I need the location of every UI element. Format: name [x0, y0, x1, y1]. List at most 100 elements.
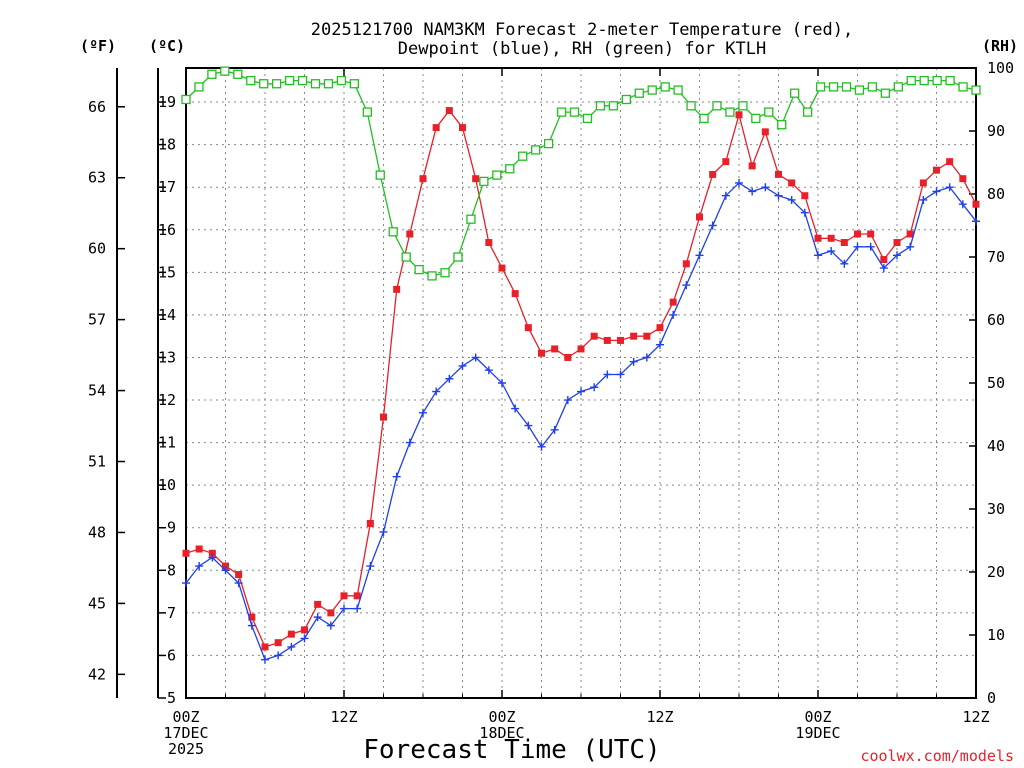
relative-humidity-point — [854, 85, 865, 95]
rh-tick-label: 50 — [987, 374, 1005, 392]
relative-humidity-point — [595, 101, 606, 111]
relative-humidity-point — [634, 88, 644, 98]
temperature-point — [880, 256, 888, 264]
fahrenheit-tick-label: 57 — [88, 311, 106, 329]
dewpoint-point — [603, 370, 612, 379]
rh-tick-label: 30 — [987, 500, 1005, 518]
fahrenheit-tick-label: 42 — [88, 665, 106, 683]
relative-humidity-point — [375, 170, 385, 180]
x-tick-label: 00Z — [172, 708, 199, 726]
relative-humidity-point — [284, 75, 295, 86]
relative-humidity-point — [569, 107, 580, 117]
temperature-point — [314, 600, 322, 608]
temperature-point — [538, 349, 545, 357]
temperature-point — [590, 332, 598, 340]
temperature-point — [445, 107, 453, 115]
temperature-point — [459, 124, 466, 132]
dewpoint-point — [498, 379, 506, 387]
relative-humidity-point — [181, 94, 191, 105]
temperature-point — [485, 239, 493, 247]
dewpoint-point — [708, 221, 717, 230]
relative-humidity-point — [971, 85, 981, 95]
dewpoint-point — [195, 562, 204, 571]
temperature-point — [551, 345, 559, 353]
celsius-tick-label: 13 — [158, 348, 176, 366]
dewpoint-point — [287, 642, 296, 651]
series-layer — [181, 66, 981, 664]
x-tick-label: 00Z — [804, 708, 831, 726]
dewpoint-point — [405, 438, 414, 447]
temperature-point — [630, 332, 638, 340]
temperature-point — [195, 545, 203, 553]
temperature-point — [222, 562, 229, 570]
dewpoint-point — [300, 634, 309, 643]
dewpoint-point — [827, 247, 836, 256]
dewpoint-point — [735, 178, 743, 187]
temperature-point — [906, 230, 914, 238]
celsius-tick-label: 8 — [167, 561, 176, 579]
x-tick-label: 19DEC — [795, 724, 840, 742]
dewpoint-point — [721, 191, 730, 200]
fahrenheit-tick-label: 60 — [88, 240, 106, 258]
relative-humidity-point — [479, 176, 489, 187]
dewpoint-point — [866, 242, 875, 251]
temperature-point — [682, 260, 690, 268]
relative-humidity-point — [608, 101, 619, 111]
celsius-tick-label: 7 — [167, 604, 176, 622]
dewpoint-point — [563, 396, 572, 405]
relative-humidity-point — [958, 82, 968, 92]
dewpoint-point — [392, 472, 401, 481]
temperature-point — [814, 234, 822, 242]
relative-humidity-point — [414, 264, 424, 275]
temperature-point — [353, 592, 361, 600]
dewpoint-point — [761, 183, 770, 192]
dewpoint-point — [616, 370, 625, 379]
temperature-point — [564, 353, 572, 361]
rh-tick-label: 20 — [987, 563, 1005, 581]
relative-humidity-point — [207, 69, 217, 79]
temperature-point — [972, 200, 980, 208]
rh-tick-label: 90 — [987, 122, 1005, 140]
fahrenheit-tick-label: 45 — [88, 594, 106, 612]
relative-humidity-point — [777, 120, 787, 130]
dewpoint-point — [958, 200, 967, 209]
temperature-point — [208, 549, 216, 557]
temperature-point — [669, 298, 677, 306]
relative-humidity-point — [220, 66, 230, 76]
relative-humidity-point — [919, 75, 929, 86]
relative-humidity-point — [880, 88, 890, 98]
x-tick-label: 2025 — [168, 740, 204, 758]
temperature-point — [393, 285, 401, 293]
relative-humidity-point — [259, 79, 269, 89]
rh-axis-label: (RH) — [982, 37, 1018, 55]
dewpoint-point — [274, 651, 283, 660]
temperature-point — [788, 179, 796, 187]
dewpoint-point — [656, 340, 664, 349]
dewpoint-point — [669, 310, 678, 319]
credit-text: coolwx.com/models — [860, 747, 1014, 765]
dewpoint-point — [484, 366, 493, 375]
dewpoint-point — [261, 655, 269, 664]
dewpoint-point — [182, 579, 190, 588]
fahrenheit-tick-label: 66 — [88, 98, 106, 116]
celsius-tick-label: 9 — [167, 519, 176, 537]
dewpoint-point — [247, 621, 256, 630]
temperature-point — [603, 336, 611, 344]
dewpoint-point — [379, 527, 388, 536]
relative-humidity-point — [725, 107, 735, 117]
relative-humidity-point — [699, 113, 709, 124]
celsius-tick-label: 18 — [158, 136, 176, 154]
dewpoint-point — [234, 579, 243, 588]
temperature-point — [235, 571, 243, 579]
relative-humidity-point — [647, 85, 657, 95]
temperature-point — [327, 609, 335, 617]
relative-humidity-point — [790, 88, 800, 98]
relative-humidity-point — [492, 170, 502, 180]
temperature-point — [893, 239, 901, 247]
temperature-point — [524, 324, 532, 332]
dewpoint-point — [313, 613, 322, 622]
dewpoint-point — [879, 264, 888, 273]
relative-humidity-point — [427, 271, 437, 281]
fahrenheit-axis-label: (ºF) — [80, 37, 116, 55]
